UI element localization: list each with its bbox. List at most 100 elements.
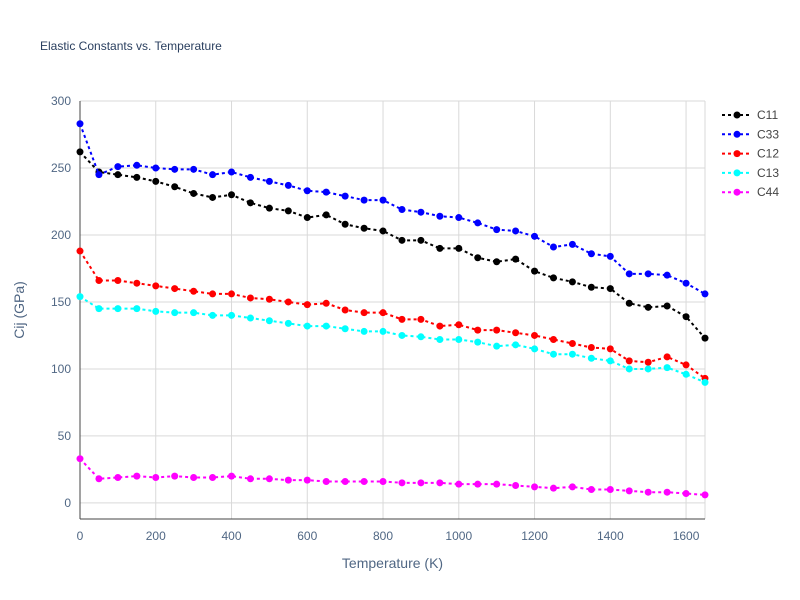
data-point-c11 [512, 255, 520, 263]
data-point-c44 [341, 477, 349, 485]
x-axis-title: Temperature (K) [342, 555, 443, 571]
data-point-c44 [152, 473, 160, 481]
data-point-c33 [246, 173, 254, 181]
legend-item-c44[interactable]: C44 [722, 185, 779, 199]
data-point-c33 [455, 214, 463, 222]
data-point-c12 [265, 295, 273, 303]
legend-item-c13[interactable]: C13 [722, 166, 779, 180]
data-point-c44 [549, 484, 557, 492]
data-point-c13 [152, 307, 160, 315]
data-point-c44 [417, 479, 425, 487]
data-point-c12 [209, 290, 217, 298]
series-line-c33 [79, 123, 706, 295]
data-point-c44 [493, 480, 501, 488]
data-point-c12 [284, 298, 292, 306]
data-point-c11 [682, 313, 690, 321]
data-point-c11 [114, 171, 122, 179]
data-point-c12 [95, 277, 103, 285]
y-tick-label: 0 [64, 496, 71, 510]
data-point-c11 [474, 254, 482, 262]
data-point-c11 [171, 183, 179, 191]
data-point-c33 [265, 177, 273, 185]
data-point-c44 [209, 473, 217, 481]
data-point-c44 [398, 479, 406, 487]
data-point-c44 [625, 487, 633, 495]
data-point-c11 [398, 236, 406, 244]
y-tick-label: 300 [51, 94, 71, 108]
y-tick-label: 200 [51, 228, 71, 242]
data-point-c33 [95, 171, 103, 179]
data-point-c11 [606, 285, 614, 293]
data-point-c12 [341, 306, 349, 314]
data-point-c12 [625, 357, 633, 365]
series-c44 [76, 455, 709, 499]
series-c13 [76, 293, 709, 386]
data-point-c11 [228, 191, 236, 199]
data-point-c11 [322, 211, 330, 219]
legend-label-c11: C11 [757, 108, 778, 122]
data-point-c33 [322, 188, 330, 196]
legend-item-c12[interactable]: C12 [722, 147, 779, 161]
data-point-c13 [568, 350, 576, 358]
series-line-c12 [79, 250, 706, 380]
data-point-c12 [455, 321, 463, 329]
series-group [76, 120, 709, 499]
data-point-c13 [701, 378, 709, 386]
data-point-c12 [398, 315, 406, 323]
data-point-c33 [379, 196, 387, 204]
data-point-c44 [644, 488, 652, 496]
x-tick-label: 1600 [673, 529, 700, 543]
y-tick-label: 150 [51, 295, 71, 309]
data-point-c13 [549, 350, 557, 358]
data-point-c33 [568, 240, 576, 248]
data-point-c11 [360, 224, 368, 232]
data-point-c13 [663, 364, 671, 372]
x-tick-label: 200 [146, 529, 166, 543]
x-tick-label: 400 [221, 529, 241, 543]
data-point-c33 [549, 243, 557, 251]
data-point-c13 [682, 370, 690, 378]
legend-marker-c44 [733, 188, 741, 196]
data-point-c33 [625, 270, 633, 278]
data-point-c13 [493, 342, 501, 350]
data-point-c33 [171, 165, 179, 173]
data-point-c13 [190, 309, 198, 317]
data-point-c13 [606, 357, 614, 365]
legend-marker-c11 [733, 111, 741, 119]
data-point-c12 [322, 299, 330, 307]
data-point-c11 [341, 220, 349, 228]
data-point-c33 [284, 181, 292, 189]
data-point-c33 [209, 171, 217, 179]
data-point-c13 [303, 322, 311, 330]
data-point-c44 [228, 472, 236, 480]
data-point-c44 [531, 483, 539, 491]
data-point-c13 [133, 305, 141, 313]
data-point-c12 [568, 339, 576, 347]
data-point-c13 [398, 331, 406, 339]
data-point-c44 [436, 479, 444, 487]
data-point-c44 [265, 475, 273, 483]
data-point-c13 [360, 327, 368, 335]
data-point-c13 [228, 311, 236, 319]
data-point-c13 [341, 325, 349, 333]
data-point-c11 [76, 148, 84, 156]
data-point-c12 [474, 326, 482, 334]
data-point-c11 [133, 173, 141, 181]
data-point-c33 [114, 163, 122, 171]
data-point-c13 [246, 314, 254, 322]
data-point-c12 [644, 358, 652, 366]
data-point-c13 [114, 305, 122, 313]
data-point-c11 [701, 334, 709, 342]
legend-item-c33[interactable]: C33 [722, 127, 779, 141]
data-point-c12 [606, 345, 614, 353]
data-point-c44 [114, 473, 122, 481]
x-tick-label: 800 [373, 529, 393, 543]
axes: 0 200 400 600 800 1000 1200 1400 1600 0 50 100 150 20… [51, 94, 705, 543]
legend[interactable]: C11 C33 C12 C13 C44 [722, 108, 779, 199]
data-point-c13 [455, 335, 463, 343]
data-point-c13 [417, 333, 425, 341]
data-point-c44 [246, 475, 254, 483]
data-point-c12 [190, 287, 198, 295]
data-point-c33 [587, 250, 595, 258]
legend-item-c11[interactable]: C11 [722, 108, 778, 122]
